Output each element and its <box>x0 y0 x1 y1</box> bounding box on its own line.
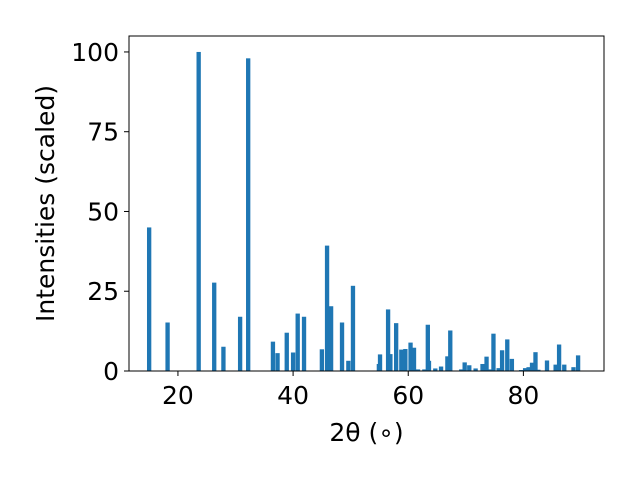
bar <box>448 330 453 371</box>
bar <box>246 58 251 371</box>
x-tick-label: 60 <box>392 381 424 410</box>
bar <box>411 347 417 371</box>
bar <box>408 342 413 371</box>
bar <box>422 369 427 371</box>
y-axis-ticks: 0 25 50 75 100 <box>71 38 129 386</box>
bar <box>571 367 576 371</box>
bar <box>536 369 541 371</box>
y-tick-label: 25 <box>87 277 119 306</box>
bar <box>385 309 391 371</box>
bar <box>388 354 393 371</box>
bar <box>462 362 467 371</box>
bar <box>556 344 562 371</box>
y-axis-label: Intensities (scaled) <box>31 85 60 322</box>
bar <box>445 356 450 371</box>
bar <box>544 360 550 371</box>
bar <box>533 352 538 371</box>
x-axis-label: 2θ (∘) <box>329 418 403 447</box>
bar <box>487 369 493 371</box>
bar <box>212 282 217 371</box>
bar <box>399 349 404 371</box>
bar <box>473 368 478 371</box>
bar <box>426 360 432 371</box>
bar <box>415 369 421 371</box>
bar <box>526 367 531 371</box>
bar <box>339 322 345 371</box>
bar <box>237 316 243 371</box>
x-tick-label: 40 <box>277 381 309 410</box>
bar <box>459 369 464 371</box>
bar <box>301 316 307 371</box>
bar <box>350 285 356 371</box>
y-tick-label: 0 <box>103 357 119 386</box>
y-tick-label: 75 <box>87 118 119 147</box>
bar <box>275 353 280 371</box>
bar <box>480 363 485 371</box>
bar <box>433 368 438 371</box>
bar <box>562 364 567 371</box>
bar <box>403 348 408 371</box>
x-axis-ticks: 20 40 60 80 <box>162 371 539 410</box>
plot-area-frame <box>128 35 605 372</box>
bar <box>324 245 330 371</box>
bar-series <box>146 51 581 371</box>
bar <box>295 313 300 371</box>
bar <box>221 346 226 371</box>
bar <box>319 349 325 371</box>
bar <box>393 323 399 371</box>
bar <box>290 352 296 371</box>
x-tick-label: 80 <box>507 381 539 410</box>
bar <box>553 364 558 371</box>
bar <box>484 356 489 371</box>
bar <box>146 227 152 371</box>
bar <box>491 333 496 371</box>
bar <box>467 365 472 371</box>
y-tick-label: 100 <box>71 38 119 67</box>
bar <box>575 355 581 371</box>
bar <box>505 339 510 371</box>
bar <box>529 362 535 371</box>
bar <box>165 322 170 371</box>
bar <box>284 332 289 371</box>
bar <box>425 324 430 371</box>
bar <box>496 368 501 371</box>
x-tick-label: 20 <box>162 381 194 410</box>
bar <box>499 350 505 371</box>
y-tick-label: 50 <box>87 197 119 226</box>
bar <box>509 358 515 371</box>
bar <box>346 360 351 371</box>
bar <box>438 366 444 371</box>
bar <box>270 341 276 371</box>
bar <box>377 354 383 371</box>
bar <box>196 51 201 371</box>
bar <box>328 306 334 371</box>
bar <box>522 368 528 371</box>
